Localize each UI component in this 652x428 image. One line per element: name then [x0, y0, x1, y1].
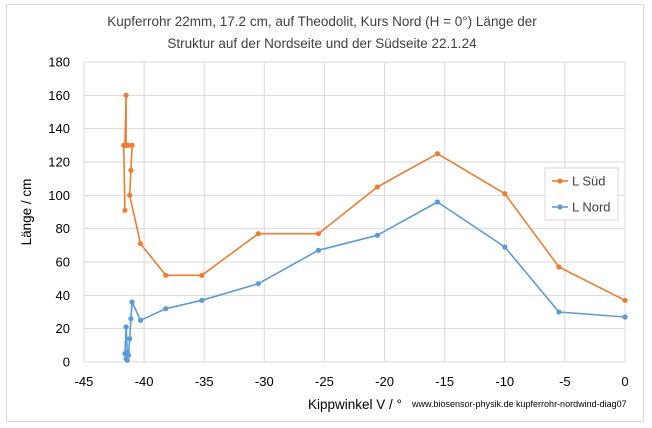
data-point-nord	[127, 336, 133, 342]
y-tick-label: 180	[48, 55, 70, 70]
data-point-nord	[137, 317, 144, 323]
data-point-nord	[434, 199, 441, 205]
data-point-sued	[123, 92, 129, 98]
data-point-sued	[163, 272, 169, 278]
y-tick-label: 60	[56, 255, 70, 270]
chart-title: Kupferrohr 22mm, 17.2 cm, auf Theodolit,…	[107, 14, 537, 51]
data-point-sued	[315, 231, 322, 237]
legend-label-nord: L Nord	[572, 200, 611, 215]
data-point-nord	[374, 232, 380, 238]
x-tick-labels: -45 -40 -35 -30 -25 -20 -15 -10 -5 0	[75, 374, 629, 389]
y-tick-label: 160	[48, 88, 70, 103]
chart-title-line-2: Struktur auf der Nordseite und der Südse…	[167, 36, 477, 51]
x-tick-label: -20	[375, 374, 394, 389]
data-point-sued	[128, 167, 134, 173]
data-point-sued	[137, 241, 144, 247]
data-point-nord	[502, 244, 508, 250]
series-nord	[122, 199, 628, 363]
data-point-nord	[315, 247, 322, 253]
y-tick-label: 100	[48, 188, 70, 203]
x-tick-label: -35	[195, 374, 214, 389]
y-tick-labels: 0 20 40 60 80 100 120 140 160 180	[48, 55, 70, 370]
data-point-nord	[556, 309, 562, 315]
data-point-sued	[121, 142, 127, 148]
legend-label-sued: L Süd	[572, 174, 606, 189]
y-tick-label: 140	[48, 121, 70, 136]
data-point-sued	[127, 192, 133, 198]
data-point-sued	[199, 272, 205, 278]
data-point-nord	[129, 299, 135, 305]
legend-marker-sued	[557, 178, 563, 184]
data-point-nord	[199, 297, 205, 303]
x-tick-label: -5	[559, 374, 571, 389]
x-axis-label: Kippwinkel V / °	[308, 397, 402, 412]
series-line-nord	[124, 201, 626, 362]
data-point-sued	[556, 264, 562, 270]
x-tick-label: -10	[495, 374, 514, 389]
data-point-sued	[374, 184, 380, 190]
series-sued	[121, 92, 628, 303]
data-point-sued	[129, 142, 135, 148]
data-point-sued	[622, 297, 628, 303]
x-tick-label: -25	[315, 374, 334, 389]
y-tick-label: 20	[56, 321, 70, 336]
y-tick-label: 80	[56, 221, 70, 236]
legend-marker-nord	[557, 204, 563, 210]
x-tick-label: -45	[75, 374, 94, 389]
y-tick-label: 120	[48, 155, 70, 170]
grid	[83, 61, 626, 363]
legend-box	[544, 167, 619, 221]
data-point-nord	[255, 281, 261, 287]
data-point-sued	[122, 207, 128, 213]
data-point-nord	[128, 316, 134, 322]
legend: L Süd L Nord	[544, 167, 619, 221]
y-tick-label: 40	[56, 288, 70, 303]
series	[121, 92, 628, 363]
y-tick-label: 0	[63, 355, 70, 370]
data-point-nord	[622, 314, 628, 320]
x-tick-label: -40	[135, 374, 154, 389]
data-point-sued	[255, 231, 261, 237]
data-point-nord	[163, 306, 169, 312]
x-tick-label: 0	[621, 374, 628, 389]
y-axis-label: Länge / cm	[19, 179, 34, 246]
chart-title-line-1: Kupferrohr 22mm, 17.2 cm, auf Theodolit,…	[107, 14, 537, 29]
data-point-sued	[502, 191, 508, 197]
data-point-nord	[124, 349, 130, 355]
data-point-sued	[434, 151, 441, 157]
x-tick-label: -15	[435, 374, 454, 389]
data-point-nord	[124, 357, 130, 363]
credit-text: www.biosensor-physik.de kupferrohr-nordw…	[411, 399, 627, 409]
x-tick-label: -30	[255, 374, 274, 389]
chart-frame	[6, 4, 644, 422]
data-point-nord	[123, 324, 129, 330]
